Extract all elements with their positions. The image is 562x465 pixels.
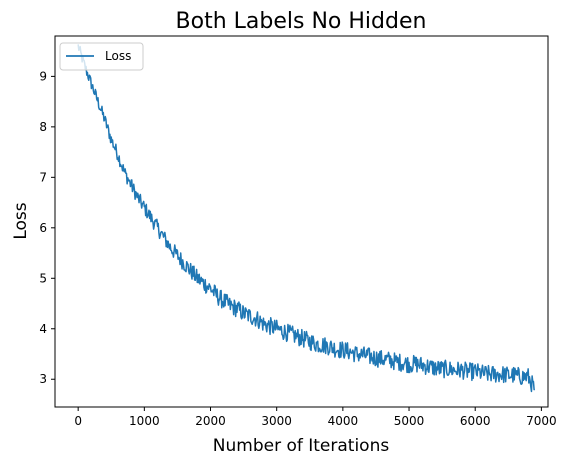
x-tick-label: 2000: [195, 414, 226, 428]
chart-title: Both Labels No Hidden: [176, 9, 427, 34]
y-tick-label: 3: [39, 372, 47, 386]
x-tick-label: 4000: [328, 414, 359, 428]
x-tick-label: 6000: [460, 414, 491, 428]
y-axis-label: Loss: [11, 202, 31, 239]
legend-box: [59, 42, 144, 71]
y-tick-label: 4: [39, 322, 47, 336]
y-tick-label: 6: [39, 221, 47, 235]
y-tick-label: 7: [39, 170, 47, 184]
x-tick-label: 5000: [394, 414, 425, 428]
plot-frame: [54, 35, 549, 408]
x-tick-label: 0: [74, 414, 82, 428]
x-tick-label: 3000: [261, 414, 292, 428]
y-tick-label: 5: [39, 271, 47, 285]
x-tick-label: 1000: [129, 414, 160, 428]
y-tick-label: 8: [39, 120, 47, 134]
series-line-loss: [77, 44, 536, 393]
x-tick-label: 7000: [526, 414, 557, 428]
legend-entry-loss: Loss: [105, 49, 131, 63]
y-tick-label: 9: [39, 69, 47, 83]
x-axis-label: Number of Iterations: [213, 436, 390, 456]
legend: Loss: [59, 42, 144, 71]
